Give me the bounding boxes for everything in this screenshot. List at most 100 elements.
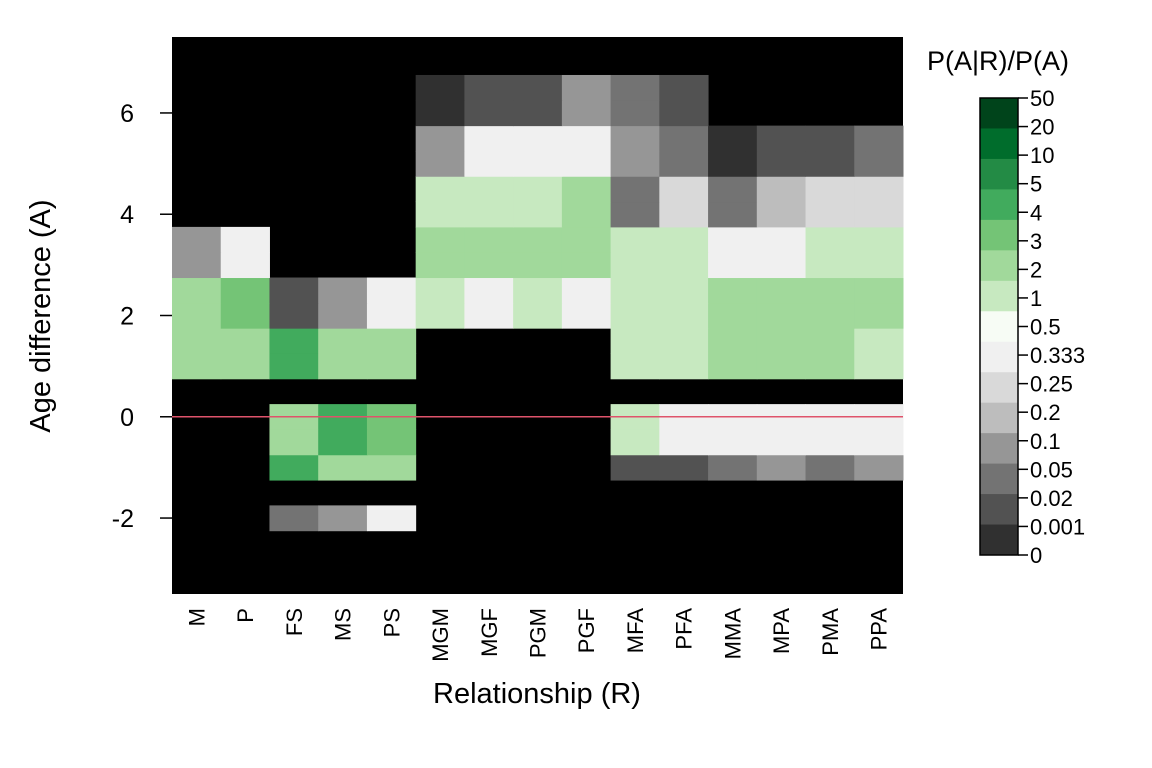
heatmap-cell (269, 454, 319, 481)
heatmap-cell (513, 150, 563, 177)
heatmap-cell (708, 226, 758, 253)
heatmap-cell (659, 125, 709, 152)
color-scale-tick-label: 50 (1030, 86, 1054, 111)
heatmap-cell (610, 201, 660, 228)
heatmap-cell (805, 454, 855, 481)
heatmap-cell (854, 252, 904, 279)
heatmap-cell (708, 429, 758, 456)
plot-area (172, 37, 904, 594)
heatmap-cell (561, 277, 612, 304)
y-tick-label: 6 (120, 100, 134, 128)
x-tick-label: MPA (769, 608, 794, 654)
heatmap-cell (708, 176, 758, 203)
heatmap-cell (805, 429, 855, 456)
color-scale-segment (980, 433, 1018, 465)
heatmap-cell (756, 125, 807, 152)
color-scale-tick-label: 2 (1030, 257, 1042, 282)
heatmap-cell (708, 150, 758, 177)
heatmap-cell (659, 100, 709, 127)
heatmap-cell (561, 176, 612, 203)
heatmap-cell (513, 100, 563, 127)
heatmap-cell (708, 277, 758, 304)
heatmap-cell (659, 328, 709, 354)
x-tick-label: PFA (672, 608, 697, 650)
heatmap-cell (659, 454, 709, 481)
heatmap-cell (708, 353, 758, 380)
heatmap-cell (708, 252, 758, 279)
heatmap-cell (172, 252, 222, 279)
heatmap-cell (269, 302, 319, 329)
heatmap-cell (805, 353, 855, 380)
heatmap-cell (854, 277, 904, 304)
heatmap-cell (756, 429, 807, 456)
heatmap-cell (269, 505, 319, 532)
heatmap-cell (805, 252, 855, 279)
heatmap-cell (513, 176, 563, 203)
heatmap-cell (172, 353, 222, 380)
x-tick-label: MGF (477, 608, 502, 657)
heatmap-cell (659, 429, 709, 456)
heatmap-cell (318, 328, 368, 354)
color-scale-segment (980, 372, 1018, 404)
heatmap-cell (561, 201, 612, 228)
color-scale-segment (980, 128, 1018, 160)
color-scale-segment (980, 494, 1018, 526)
heatmap-cell (854, 150, 904, 177)
heatmap-cell (220, 277, 270, 304)
heatmap-cell (756, 277, 807, 304)
heatmap-cell (854, 201, 904, 228)
x-tick-label: PMA (818, 608, 843, 656)
heatmap-cell (708, 125, 758, 152)
heatmap-cell (318, 277, 368, 304)
color-scale-segment (980, 250, 1018, 282)
heatmap-cell (513, 74, 563, 101)
color-scale-legend: P(A|R)/P(A) 50 20 10 5 4 3 2 1 0.5 0.333 0.25 0.2 0.… (927, 46, 1085, 568)
x-tick-label: MMA (720, 608, 745, 660)
heatmap-cell (659, 353, 709, 380)
color-scale-segment (980, 219, 1018, 251)
heatmap-cell (805, 125, 855, 152)
y-axis-label: Age difference (A) (25, 199, 57, 432)
heatmap-cell (610, 429, 660, 456)
heatmap-cell (854, 176, 904, 203)
heatmap-cell (854, 302, 904, 329)
heatmap-cell (513, 125, 563, 152)
color-scale-tick-label: 0 (1030, 543, 1042, 568)
color-scale-tick-label: 3 (1030, 229, 1042, 254)
heatmap-cell (610, 328, 660, 354)
heatmap-cell (756, 150, 807, 177)
heatmap-cell (610, 454, 660, 481)
heatmap-cell (513, 302, 563, 329)
heatmap-cell (610, 125, 660, 152)
heatmap-cell (708, 454, 758, 481)
heatmap-cell (464, 176, 514, 203)
color-scale-tick-label: 5 (1030, 172, 1042, 197)
heatmap-cell (659, 252, 709, 279)
heatmap-cell (318, 302, 368, 329)
y-tick-label: 2 (120, 303, 134, 331)
heatmap-cell (610, 353, 660, 380)
heatmap-cell (464, 302, 514, 329)
heatmap-cell (415, 226, 465, 253)
x-axis: M P FS MS PS MGM MGF PGM PGF MFA PFA MMA MPA PMA PPA (184, 608, 891, 662)
x-tick-label: P (233, 608, 258, 623)
heatmap-cell (610, 100, 660, 127)
heatmap-cell (610, 277, 660, 304)
heatmap-cell (366, 302, 417, 329)
heatmap-cell (172, 302, 222, 329)
heatmap-cell (464, 100, 514, 127)
heatmap-cell (659, 150, 709, 177)
heatmap-cell (464, 201, 514, 228)
heatmap-cell (708, 302, 758, 329)
heatmap-cell (756, 252, 807, 279)
heatmap-cell (854, 454, 904, 481)
x-tick-label: PGF (574, 608, 599, 653)
heatmap-cell (464, 125, 514, 152)
x-tick-label: PPA (867, 608, 892, 651)
heatmap-cell (220, 302, 270, 329)
color-scale-tick-label: 0.1 (1030, 429, 1061, 454)
heatmap-cell (805, 176, 855, 203)
heatmap-cell (805, 150, 855, 177)
heatmap-cell (659, 226, 709, 253)
